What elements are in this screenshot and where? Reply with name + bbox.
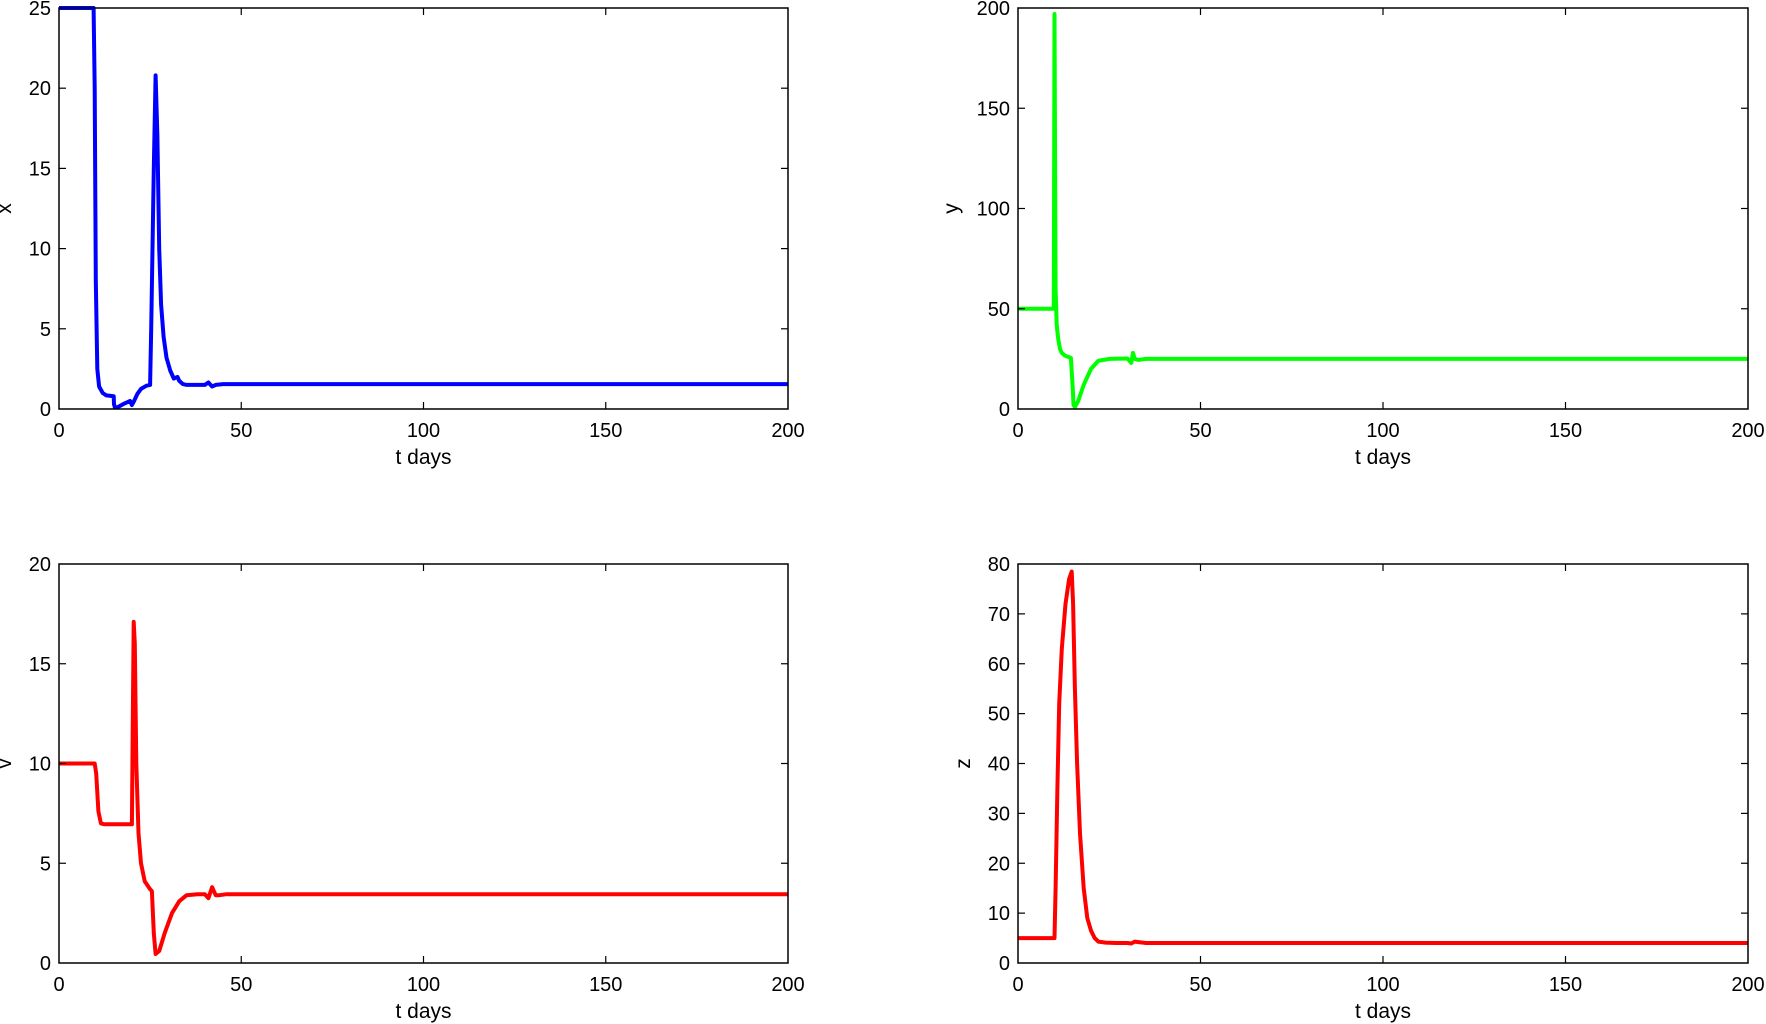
series-line [1018, 569, 1748, 946]
y-tick-label: 40 [988, 754, 1010, 776]
y-tick-label: 20 [29, 554, 51, 576]
x-tick-label: 150 [589, 974, 622, 996]
y-tick-label: 50 [988, 299, 1010, 321]
series-line-y [1018, 12, 1748, 409]
y-tick-label: 100 [977, 199, 1010, 221]
x-axis-label: t days [395, 446, 451, 469]
axes-box [1017, 563, 1749, 964]
series-line [1018, 12, 1748, 409]
x-tick-label: 0 [53, 420, 64, 442]
y-tick-label: 10 [29, 239, 51, 261]
y-tick-label: 20 [988, 853, 1010, 875]
series-line [59, 619, 788, 956]
y-tick-label: 5 [40, 853, 51, 875]
x-axis-label: t days [1355, 1000, 1411, 1023]
y-tick-label: 10 [29, 754, 51, 776]
y-tick-label: 70 [988, 604, 1010, 626]
x-tick-label: 0 [53, 974, 64, 996]
y-tick-label: 200 [977, 0, 1010, 20]
y-axis-label: y [940, 203, 963, 214]
y-tick-label: 50 [988, 704, 1010, 726]
x-tick-label: 150 [1549, 420, 1582, 442]
x-tick-label: 200 [1731, 974, 1764, 996]
y-tick-label: 30 [988, 803, 1010, 825]
y-tick-label: 15 [29, 158, 51, 180]
y-tick-label: 150 [977, 98, 1010, 120]
x-tick-label: 100 [1366, 974, 1399, 996]
axis-ticks: 0 50 100 150 200 0 5 10 15 20 [29, 554, 805, 996]
x-tick-label: 100 [407, 420, 440, 442]
subplot-x: 0 50 100 150 200 0 5 10 15 20 25 x t days [0, 0, 805, 469]
y-axis-label: z [952, 758, 975, 769]
y-axis-label: v [0, 758, 16, 769]
x-tick-label: 200 [771, 420, 804, 442]
y-axis-label: x [0, 203, 16, 214]
y-tick-label: 0 [40, 953, 51, 975]
y-tick-label: 0 [999, 399, 1010, 421]
y-tick-label: 25 [29, 0, 51, 20]
subplot-z: 0 50 100 150 200 0 10 20 30 40 50 60 70 80 z t days [952, 554, 1765, 1023]
y-tick-label: 5 [40, 319, 51, 341]
x-axis-label: t days [1355, 446, 1411, 469]
series-line-x [59, 6, 788, 409]
x-tick-label: 50 [230, 420, 252, 442]
x-tick-label: 200 [1731, 420, 1764, 442]
y-tick-label: 0 [40, 399, 51, 421]
axis-ticks: 0 50 100 150 200 0 5 10 15 20 25 [29, 0, 805, 442]
axes-box [58, 563, 789, 964]
x-tick-label: 0 [1012, 974, 1023, 996]
y-tick-label: 60 [988, 654, 1010, 676]
series-line-z [1018, 569, 1748, 946]
x-tick-label: 150 [589, 420, 622, 442]
axes-box [1017, 7, 1749, 410]
y-tick-label: 80 [988, 554, 1010, 576]
x-axis-label: t days [395, 1000, 451, 1023]
subplot-v: 0 50 100 150 200 0 5 10 15 20 v t days [0, 554, 805, 1023]
x-tick-label: 50 [230, 974, 252, 996]
x-tick-label: 100 [407, 974, 440, 996]
y-tick-label: 20 [29, 78, 51, 100]
axis-ticks: 0 50 100 150 200 0 50 100 150 200 [977, 0, 1765, 442]
x-tick-label: 0 [1012, 420, 1023, 442]
subplot-y: 0 50 100 150 200 0 50 100 150 200 y t days [940, 0, 1765, 469]
x-tick-label: 100 [1366, 420, 1399, 442]
y-tick-label: 0 [999, 953, 1010, 975]
x-tick-label: 200 [771, 974, 804, 996]
axis-ticks: 0 50 100 150 200 0 10 20 30 40 50 60 70 80 [988, 554, 1765, 996]
y-tick-label: 10 [988, 903, 1010, 925]
y-tick-label: 15 [29, 654, 51, 676]
series-line [59, 6, 788, 409]
x-tick-label: 50 [1189, 974, 1211, 996]
axes-box [58, 7, 789, 410]
x-tick-label: 50 [1189, 420, 1211, 442]
x-tick-label: 150 [1549, 974, 1582, 996]
series-line-v [59, 619, 788, 956]
